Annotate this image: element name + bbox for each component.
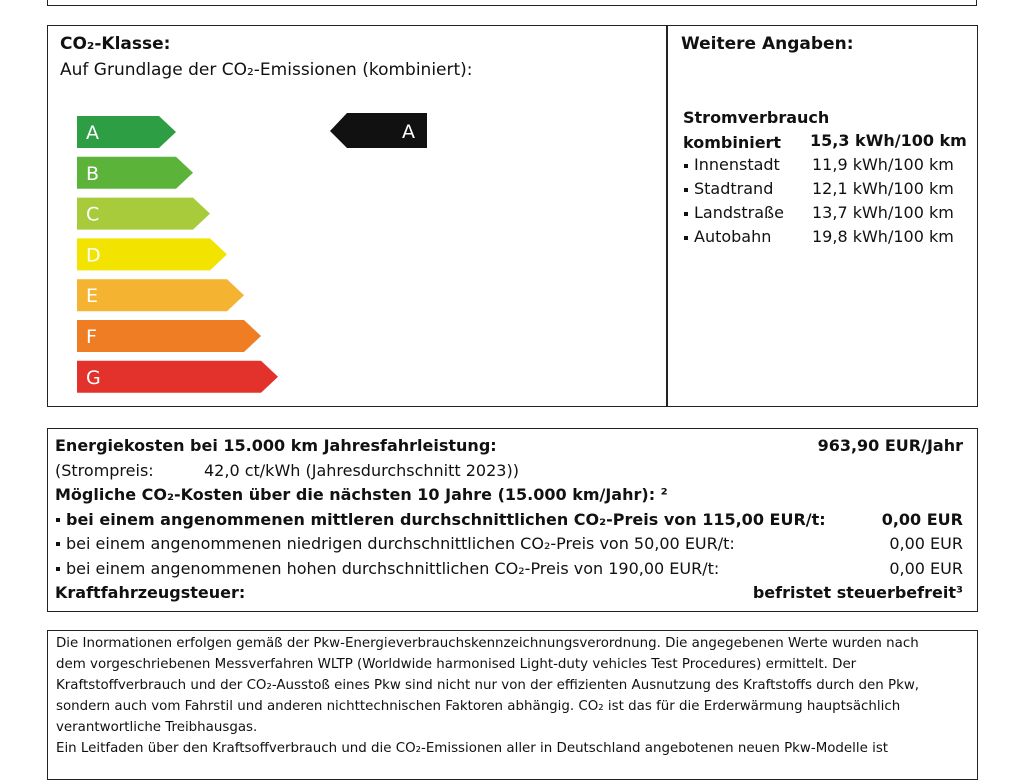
- note-line: dem vorgeschriebenen Messverfahren WLTP …: [56, 657, 857, 672]
- class-bar: [77, 116, 176, 148]
- note-line: Ein Leitfaden über den Kraftsoffverbrauc…: [56, 741, 889, 756]
- class-letter: B: [86, 163, 99, 185]
- cost-label: bei einem angenommenen niedrigen durchsc…: [66, 534, 735, 553]
- divider: [666, 25, 668, 407]
- co2-subtitle: Auf Grundlage der CO₂-Emissionen (kombin…: [60, 60, 473, 80]
- cost-value: 0,00 EUR: [889, 534, 963, 553]
- info-label: Innenstadt: [694, 155, 780, 174]
- top-box: [47, 0, 977, 6]
- info-title: Weitere Angaben:: [681, 34, 854, 54]
- class-letter: A: [86, 122, 99, 144]
- cost-value: 0,00 EUR: [889, 558, 963, 578]
- note-line: Kraftstoffverbrauch und der CO₂-Ausstoß …: [56, 678, 920, 693]
- class-letter: D: [86, 244, 101, 266]
- note-line: sondern auch vom Fahrstil und anderen ni…: [56, 699, 901, 714]
- co2-title: CO₂-Klasse:: [60, 34, 171, 54]
- indicator-letter: A: [402, 121, 415, 143]
- class-bar: [77, 156, 193, 189]
- cost-value: 0,00 EUR: [881, 509, 963, 529]
- class-bar: [77, 238, 227, 271]
- consumption-title: Stromverbrauch: [683, 108, 830, 127]
- cost-label: bei einem angenommenen mittleren durchsc…: [66, 509, 826, 529]
- bullet: [684, 236, 688, 240]
- bullet: [684, 188, 688, 192]
- info-label: Stadtrand: [694, 179, 774, 198]
- cost-label: (Strompreis:: [55, 460, 154, 480]
- cost-value: 42,0 ct/kWh (Jahresdurchschnitt 2023)): [204, 460, 519, 480]
- class-letter: G: [86, 367, 101, 389]
- cost-label: Kraftfahrzeugsteuer:: [55, 583, 246, 602]
- class-indicator: [330, 113, 427, 148]
- note-line: verantwortliche Treibhausgas.: [56, 720, 258, 735]
- bullet: [684, 164, 688, 168]
- info-value: 12,1 kWh/100 km: [812, 179, 954, 198]
- info-value: 19,8 kWh/100 km: [812, 227, 954, 246]
- info-value: 13,7 kWh/100 km: [812, 203, 954, 222]
- cost-value: 963,90 EUR/Jahr: [817, 436, 963, 455]
- info-label: Autobahn: [694, 227, 772, 246]
- bullet: [56, 542, 60, 546]
- cost-label: Energiekosten bei 15.000 km Jahresfahrle…: [55, 436, 497, 455]
- combined-label: kombiniert: [683, 133, 782, 152]
- bullet: [684, 212, 688, 216]
- bullet: [56, 566, 60, 571]
- class-bar: [77, 279, 244, 312]
- cost-label: Mögliche CO₂-Kosten über die nächsten 10…: [55, 485, 668, 504]
- class-letter: C: [86, 204, 99, 226]
- combined-value: 15,3 kWh/100 km: [810, 131, 967, 150]
- costs-box: [47, 428, 978, 612]
- class-bar: [77, 320, 261, 352]
- label-box: [47, 25, 978, 407]
- bullet: [56, 517, 60, 522]
- note-line: Die Inormationen erfolgen gemäß der Pkw-…: [56, 636, 919, 651]
- class-bar: [77, 197, 210, 230]
- cost-label: bei einem angenommenen hohen durchschnit…: [66, 558, 720, 578]
- class-letter: E: [86, 285, 98, 307]
- class-bar: [77, 360, 278, 393]
- class-letter: F: [86, 326, 97, 348]
- info-label: Landstraße: [694, 203, 784, 222]
- info-value: 11,9 kWh/100 km: [812, 155, 954, 174]
- cost-value: befristet steuerbefreit³: [752, 583, 963, 602]
